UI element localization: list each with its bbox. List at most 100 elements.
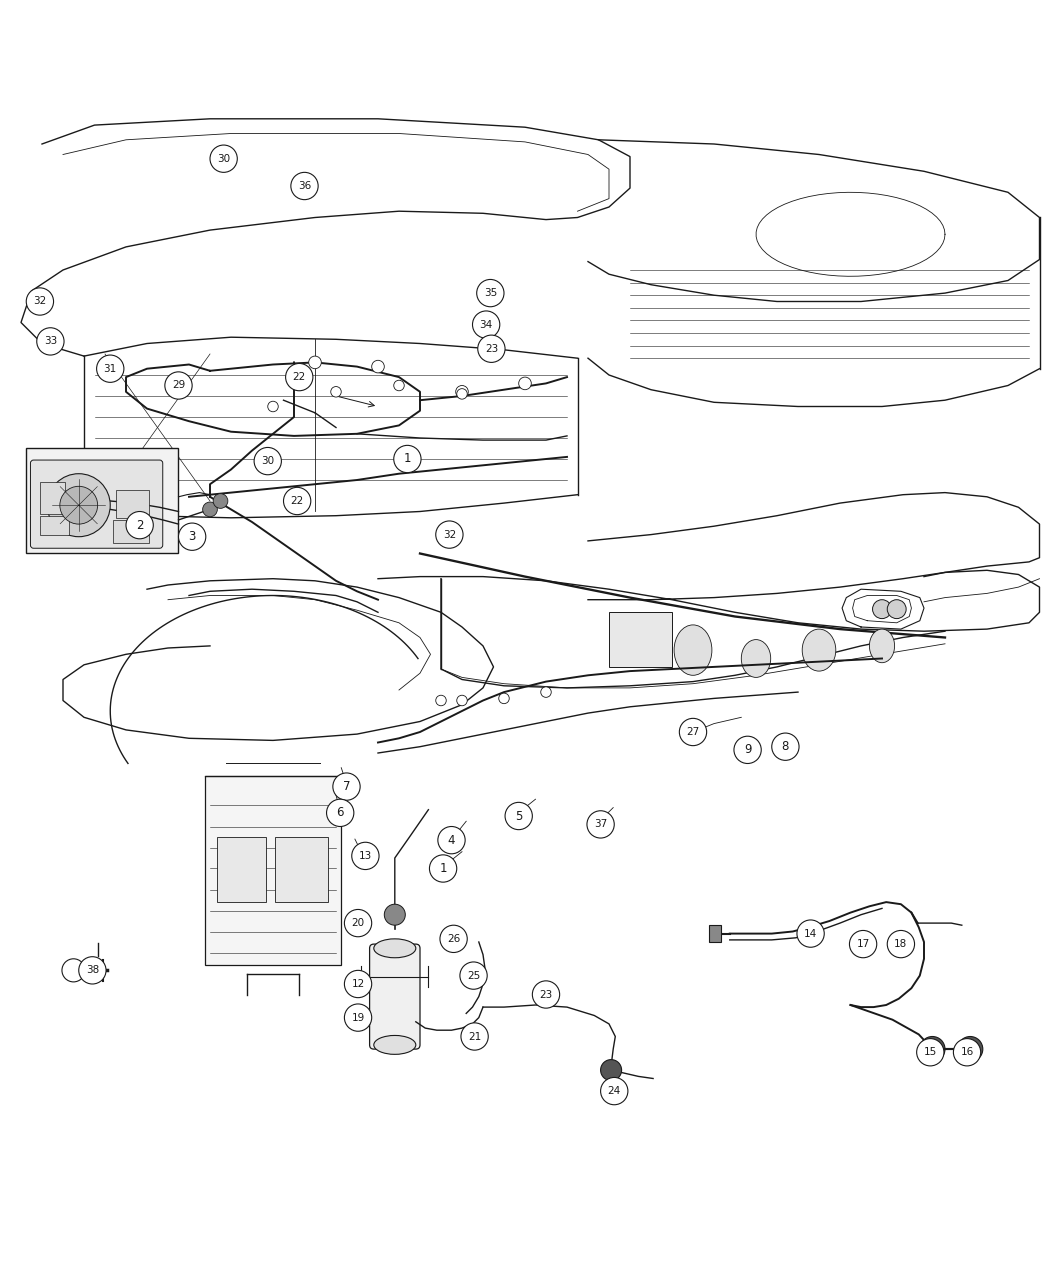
Circle shape: [541, 687, 551, 697]
Circle shape: [461, 1023, 488, 1051]
Circle shape: [478, 335, 505, 362]
Text: 13: 13: [359, 850, 372, 861]
Text: 21: 21: [468, 1031, 481, 1042]
Text: 23: 23: [540, 989, 552, 1000]
FancyBboxPatch shape: [30, 460, 163, 548]
Text: 24: 24: [608, 1086, 621, 1096]
FancyBboxPatch shape: [205, 776, 341, 965]
Circle shape: [37, 328, 64, 354]
Circle shape: [79, 956, 106, 984]
Circle shape: [126, 511, 153, 539]
Circle shape: [587, 811, 614, 838]
Circle shape: [394, 380, 404, 390]
Circle shape: [344, 970, 372, 997]
Circle shape: [734, 736, 761, 764]
Ellipse shape: [374, 1035, 416, 1054]
Circle shape: [268, 402, 278, 412]
Bar: [275, 836, 328, 903]
Bar: [609, 612, 672, 667]
Circle shape: [797, 921, 824, 947]
Circle shape: [849, 931, 877, 958]
Circle shape: [394, 445, 421, 473]
Text: 5: 5: [514, 810, 523, 822]
Text: 34: 34: [480, 320, 492, 330]
Circle shape: [436, 695, 446, 706]
Circle shape: [384, 904, 405, 926]
Circle shape: [499, 694, 509, 704]
Circle shape: [438, 826, 465, 854]
Text: 29: 29: [172, 380, 185, 390]
FancyBboxPatch shape: [26, 449, 179, 553]
Text: 32: 32: [443, 529, 456, 539]
Text: 16: 16: [961, 1047, 973, 1057]
Circle shape: [352, 843, 379, 870]
Text: 4: 4: [447, 834, 456, 847]
Circle shape: [457, 695, 467, 706]
Circle shape: [532, 980, 560, 1009]
Circle shape: [372, 361, 384, 372]
Text: 30: 30: [217, 154, 230, 163]
Text: 32: 32: [34, 297, 46, 306]
Circle shape: [436, 521, 463, 548]
Circle shape: [887, 599, 906, 618]
Ellipse shape: [374, 938, 416, 958]
Text: 7: 7: [342, 780, 351, 793]
Circle shape: [958, 1037, 983, 1062]
Ellipse shape: [869, 629, 895, 663]
Text: 35: 35: [484, 288, 497, 298]
Text: 19: 19: [352, 1012, 364, 1023]
Bar: [116, 491, 149, 518]
Circle shape: [47, 474, 110, 537]
Circle shape: [953, 1039, 981, 1066]
Text: 33: 33: [44, 337, 57, 347]
Circle shape: [505, 802, 532, 830]
Text: 38: 38: [86, 965, 99, 975]
Circle shape: [203, 502, 217, 516]
Text: 30: 30: [261, 456, 274, 467]
Circle shape: [165, 372, 192, 399]
Text: 9: 9: [743, 743, 752, 756]
Text: 12: 12: [352, 979, 364, 989]
Circle shape: [429, 854, 457, 882]
Circle shape: [472, 311, 500, 338]
Circle shape: [887, 931, 915, 958]
Circle shape: [309, 356, 321, 368]
Text: 14: 14: [804, 928, 817, 938]
Bar: [709, 926, 721, 942]
Circle shape: [920, 1037, 945, 1062]
Circle shape: [601, 1060, 622, 1081]
Circle shape: [477, 279, 504, 307]
Text: 27: 27: [687, 727, 699, 737]
Text: 18: 18: [895, 940, 907, 949]
Circle shape: [333, 773, 360, 801]
Text: 8: 8: [781, 741, 790, 754]
Text: 2: 2: [135, 519, 144, 532]
Text: 37: 37: [594, 820, 607, 830]
Circle shape: [254, 448, 281, 474]
Circle shape: [60, 486, 98, 524]
Circle shape: [291, 172, 318, 200]
Circle shape: [327, 799, 354, 826]
Ellipse shape: [674, 625, 712, 676]
Text: 1: 1: [403, 453, 412, 465]
Text: 36: 36: [298, 181, 311, 191]
Circle shape: [873, 599, 891, 618]
Circle shape: [284, 487, 311, 515]
Bar: [113, 520, 149, 543]
Circle shape: [344, 909, 372, 937]
Text: 1: 1: [439, 862, 447, 875]
Circle shape: [772, 733, 799, 760]
Text: 20: 20: [352, 918, 364, 928]
Circle shape: [62, 959, 85, 982]
Circle shape: [97, 354, 124, 382]
Text: 26: 26: [447, 933, 460, 944]
Circle shape: [178, 523, 206, 551]
Circle shape: [917, 1039, 944, 1066]
Circle shape: [456, 385, 468, 398]
Circle shape: [213, 493, 228, 509]
Circle shape: [679, 718, 707, 746]
Text: 31: 31: [104, 363, 117, 374]
Text: 23: 23: [485, 344, 498, 353]
Circle shape: [344, 1003, 372, 1031]
Bar: [40, 482, 65, 514]
